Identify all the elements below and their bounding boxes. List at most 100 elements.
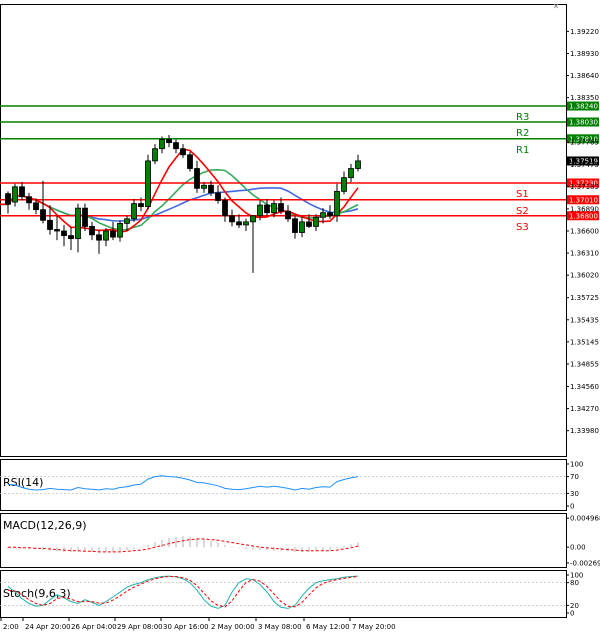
candle-body xyxy=(61,230,67,236)
candle-body xyxy=(166,139,172,144)
candle-body xyxy=(68,235,74,240)
candle-body xyxy=(257,204,263,217)
candle-body xyxy=(89,226,95,236)
moving-averages xyxy=(0,148,359,233)
indicator-tick-label: 100 xyxy=(570,461,583,469)
rsi-line xyxy=(7,475,359,491)
candle-body xyxy=(103,230,109,241)
level-price-label-R3: 1.38240 xyxy=(569,103,598,111)
level-price-label-S2: 1.37010 xyxy=(569,196,598,204)
candle-body xyxy=(341,177,347,192)
candle-body xyxy=(320,212,326,218)
candle-body xyxy=(131,203,137,220)
stoch-main-line xyxy=(7,575,359,609)
macd-panel: MACD(12,26,9) 0.004968 0.00 -0.002696 xyxy=(3,515,600,568)
candle-body xyxy=(40,209,46,221)
price-tick-label: 1.36310 xyxy=(570,250,599,258)
time-tick-label: 2 May 00:00 xyxy=(211,623,255,631)
time-axis: 2:00 24 Apr 20:00 26 Apr 04:00 29 Apr 08:00… xyxy=(0,617,396,631)
candle-body xyxy=(54,229,60,232)
macd-title: MACD(12,26,9) xyxy=(3,519,87,532)
stoch-signal-line xyxy=(7,576,359,608)
candle-body xyxy=(145,160,151,208)
candle-body xyxy=(117,222,123,238)
panel-border-macd xyxy=(0,513,567,568)
level-price-tag-S2 xyxy=(567,195,599,205)
candle-body xyxy=(96,234,102,241)
current-price-tag xyxy=(567,156,599,166)
level-name-R2: R2 xyxy=(516,128,529,139)
price-tick-label: 1.38350 xyxy=(570,94,599,102)
candle-body xyxy=(75,207,81,240)
price-tick-label: 1.34560 xyxy=(570,383,599,391)
panel-border-stoch xyxy=(0,570,567,618)
support-resistance-levels: R3 1.38240 R2 1.38030 R1 1.37810 S1 1.37230 S2 1.… xyxy=(0,101,599,233)
price-tick-label: 1.38640 xyxy=(570,72,599,80)
price-tick-label: 1.38930 xyxy=(570,50,599,58)
candle-body xyxy=(5,193,11,205)
candle-body xyxy=(264,204,270,214)
candle-body xyxy=(215,192,221,201)
time-tick-label: 30 Apr 16:00 xyxy=(163,623,209,631)
indicator-tick-label: 20 xyxy=(570,602,579,610)
level-price-label-S3: 1.36800 xyxy=(569,212,598,220)
candle-body xyxy=(124,218,130,224)
level-name-S1: S1 xyxy=(516,189,529,200)
candle-body xyxy=(243,221,249,226)
candle-body xyxy=(208,184,214,194)
time-tick-label: 24 Apr 20:00 xyxy=(25,623,71,631)
price-tick-label: 1.37185 xyxy=(570,183,599,191)
level-price-tag-R1 xyxy=(567,134,599,144)
candle-body xyxy=(250,215,256,223)
candle-body xyxy=(334,190,340,217)
indicator-tick-label: 70 xyxy=(570,473,579,481)
price-tick-label: 1.37765 xyxy=(570,139,599,147)
level-price-tag-S3 xyxy=(567,211,599,221)
candle-body xyxy=(152,148,158,162)
candle-body xyxy=(292,218,298,233)
indicator-tick-label: 0 xyxy=(570,503,574,511)
candle-body xyxy=(306,221,312,227)
indicator-tick-label: 0 xyxy=(570,610,574,618)
candlesticks xyxy=(5,134,361,273)
candle-body xyxy=(194,168,200,189)
level-price-tag-S1 xyxy=(567,178,599,188)
rsi-title: RSI(14) xyxy=(3,476,43,489)
current-price-label: 1.37519 xyxy=(569,157,598,165)
indicator-tick-label: 80 xyxy=(570,579,579,587)
level-name-R1: R1 xyxy=(516,145,529,156)
level-price-label-R2: 1.38030 xyxy=(569,119,598,127)
indicator-tick-label: -0.002696 xyxy=(570,559,600,567)
candle-body xyxy=(173,142,179,150)
close-icon[interactable] xyxy=(553,3,559,9)
price-axis: 1.39220 1.38930 1.38640 1.38350 1.37765 1.374… xyxy=(566,28,599,435)
price-tick-label: 1.36600 xyxy=(570,228,599,236)
candle-body xyxy=(82,207,88,227)
level-price-tag-R3 xyxy=(567,101,599,111)
time-tick-label: 3 May 08:00 xyxy=(258,623,302,631)
panel-border-rsi xyxy=(0,459,567,511)
price-tick-label: 1.39220 xyxy=(570,28,599,36)
candle-body xyxy=(348,168,354,179)
time-tick-label: 6 May 12:00 xyxy=(306,623,350,631)
candle-body xyxy=(299,221,305,233)
level-price-tag-R2 xyxy=(567,117,599,127)
candle-body xyxy=(201,184,207,189)
candle-body xyxy=(19,186,25,198)
level-name-S3: S3 xyxy=(516,222,529,233)
time-tick-label: 26 Apr 04:00 xyxy=(71,623,117,631)
price-tick-label: 1.34270 xyxy=(570,405,599,413)
price-tick-label: 1.34855 xyxy=(570,360,599,368)
price-tick-label: 1.35725 xyxy=(570,294,599,302)
candle-body xyxy=(327,212,333,217)
macd-signal-line xyxy=(8,538,359,553)
candle-body xyxy=(180,148,186,156)
candle-body xyxy=(110,230,116,238)
candle-body xyxy=(33,202,39,211)
candle-body xyxy=(355,160,361,169)
price-tick-label: 1.33980 xyxy=(570,427,599,435)
candle-body xyxy=(236,221,242,226)
indicator-tick-label: 0.00 xyxy=(570,544,586,552)
